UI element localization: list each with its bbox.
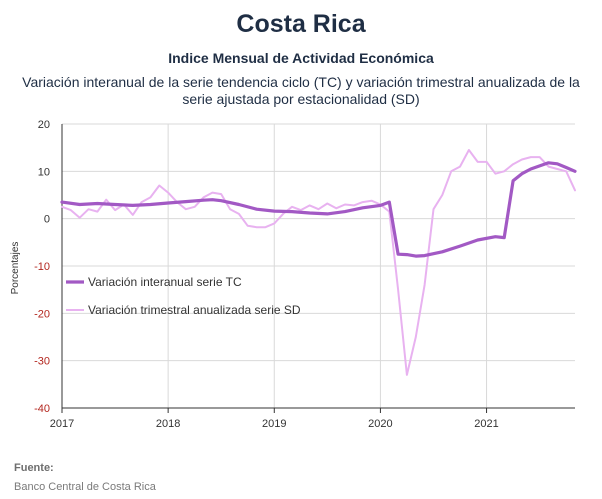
source-label: Fuente: bbox=[14, 462, 54, 474]
source-text: Banco Central de Costa Rica bbox=[14, 481, 156, 493]
y-tick-label: -30 bbox=[34, 356, 50, 368]
series-line-tc bbox=[60, 161, 577, 258]
y-tick-label: -40 bbox=[34, 403, 50, 415]
y-axis-label: Porcentajes bbox=[10, 242, 21, 295]
chart-title: Costa Rica bbox=[236, 10, 366, 38]
legend-label-tc: Variación interanual serie TC bbox=[88, 275, 242, 289]
y-tick-label: 10 bbox=[38, 166, 50, 178]
legend-label-sd: Variación trimestral anualizada serie SD bbox=[88, 303, 301, 317]
y-tick-label: -10 bbox=[34, 261, 50, 273]
x-tick-label: 2020 bbox=[368, 418, 392, 430]
y-tick-label: 20 bbox=[38, 119, 50, 131]
legend: Variación interanual serie TC Variación t… bbox=[66, 275, 301, 317]
series-line-sd bbox=[61, 149, 576, 376]
x-tick-label: 2019 bbox=[262, 418, 286, 430]
series-lines bbox=[60, 149, 577, 376]
y-tick-label: 0 bbox=[44, 214, 50, 226]
axes bbox=[61, 124, 575, 413]
y-tick-label: -20 bbox=[34, 308, 50, 320]
x-tick-label: 2017 bbox=[50, 418, 74, 430]
chart-subtitle: Indice Mensual de Actividad Económica bbox=[168, 50, 434, 66]
grid-lines bbox=[61, 123, 575, 409]
x-tick-label: 2021 bbox=[474, 418, 498, 430]
x-tick-label: 2018 bbox=[156, 418, 180, 430]
chart-description: Variación interanual de la serie tendenc… bbox=[22, 74, 580, 107]
